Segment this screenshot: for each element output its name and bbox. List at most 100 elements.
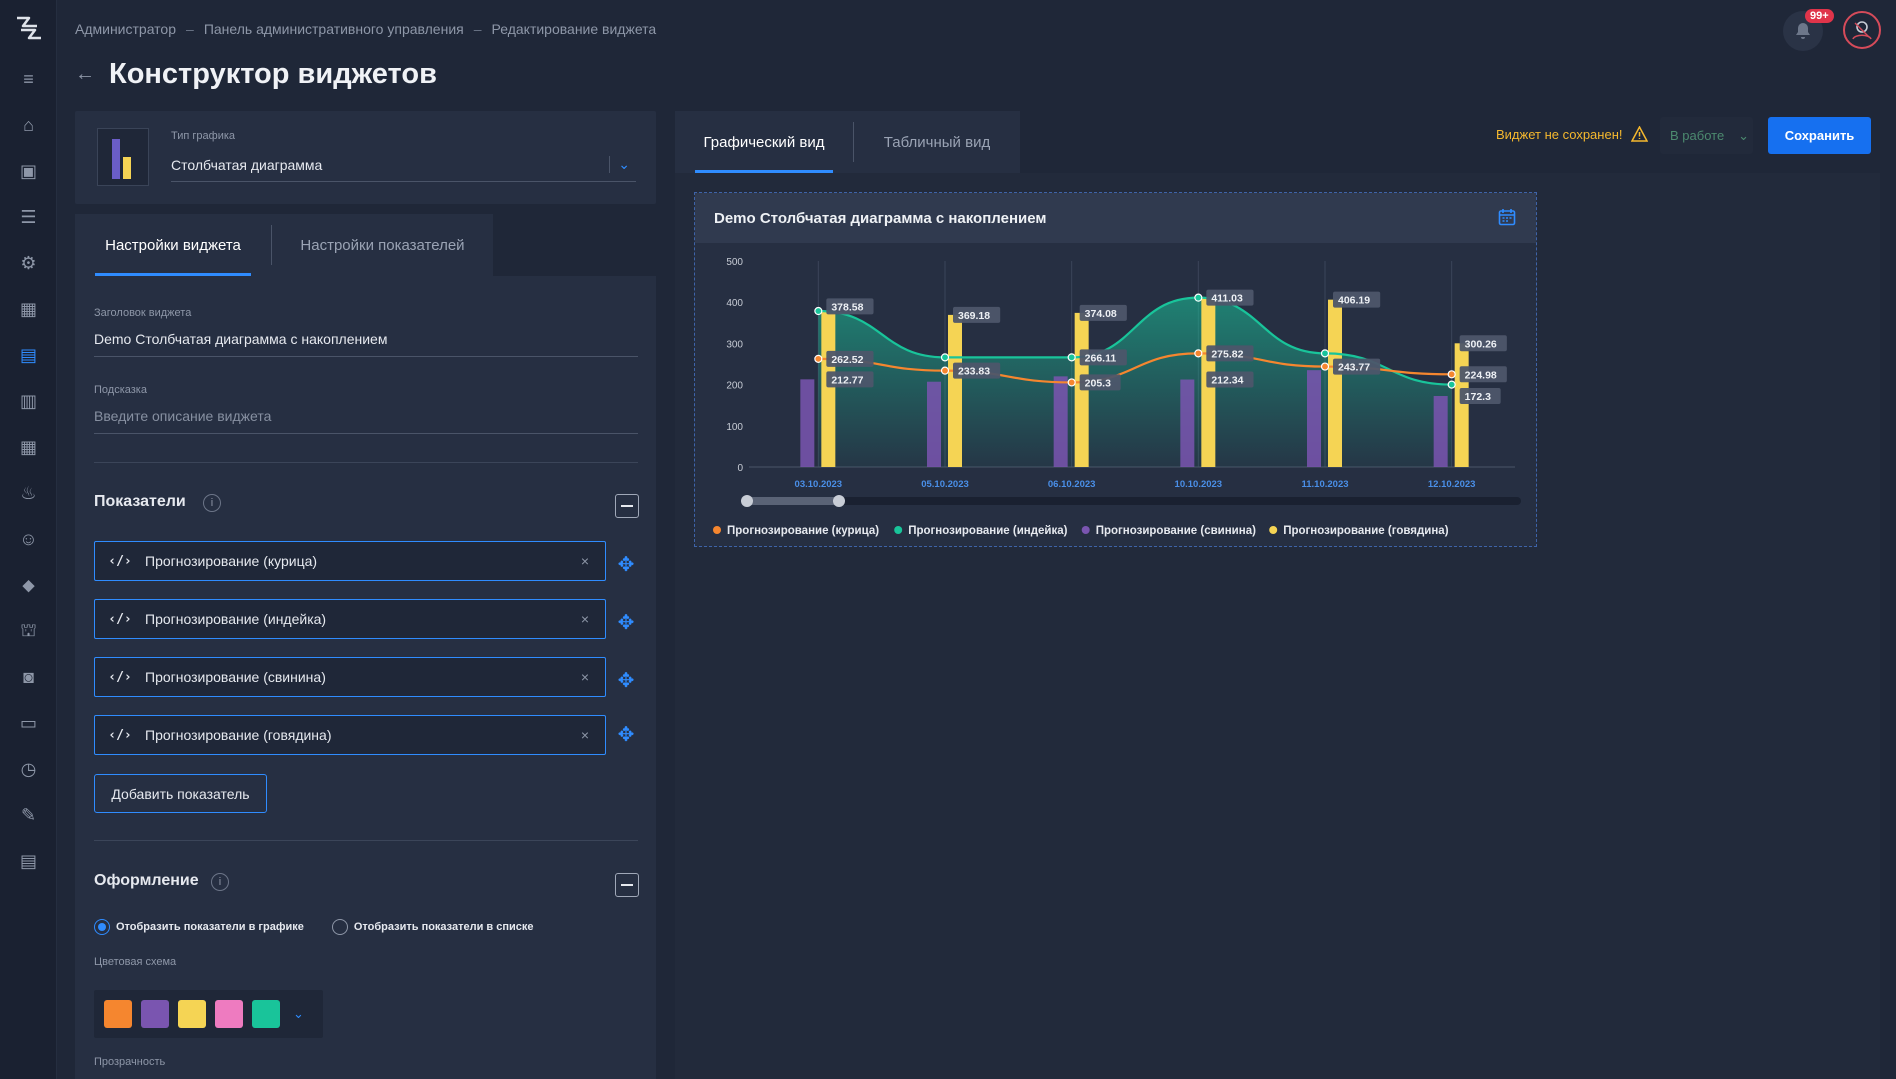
indicator-row[interactable]: ‹/› Прогнозирование (свинина) ×: [94, 657, 606, 697]
drag-handle-icon[interactable]: ✥: [617, 669, 635, 692]
settings-box-icon[interactable]: ⚙: [20, 253, 37, 273]
code-icon: ‹/›: [108, 611, 132, 627]
data-label-bg: [1459, 366, 1507, 383]
back-arrow-icon[interactable]: ←: [75, 63, 95, 85]
logo-icon[interactable]: [12, 14, 46, 44]
data-label-bg: [953, 306, 1001, 323]
gamepad-icon[interactable]: ◙: [23, 667, 34, 687]
ai-icon[interactable]: ▣: [19, 161, 37, 181]
breadcrumb-item[interactable]: Администратор: [75, 21, 177, 37]
remove-icon[interactable]: ×: [580, 553, 590, 569]
scrollbar-track: [743, 497, 1521, 505]
document-icon[interactable]: ▤: [19, 851, 37, 871]
tab-table-view[interactable]: Табличный вид: [883, 133, 991, 151]
bar-govyadina: [821, 311, 836, 467]
edit-icon[interactable]: ✎: [20, 805, 37, 825]
divider: [94, 840, 638, 841]
data-label: 374.08: [1085, 308, 1117, 320]
tab-graphic-view[interactable]: Графический вид: [675, 111, 853, 173]
home-icon[interactable]: ⌂: [23, 115, 34, 135]
data-point: [1320, 349, 1330, 358]
info-icon[interactable]: i: [211, 873, 229, 891]
breadcrumb-item[interactable]: Панель административного управления: [203, 21, 464, 37]
tag-icon[interactable]: ⬥: [22, 575, 35, 595]
avatar[interactable]: [1843, 11, 1881, 49]
x-tick-label: 03.10.2023: [795, 479, 843, 490]
widget-settings-panel: Заголовок виджета Demo Столбчатая диагра…: [75, 276, 656, 1079]
code-icon: ‹/›: [108, 553, 132, 569]
data-label-bg: [826, 298, 874, 315]
chevron-down-icon[interactable]: ⌄: [293, 1006, 304, 1021]
wallet-icon[interactable]: ▭: [19, 713, 37, 733]
bar-svinina: [1180, 379, 1195, 467]
legend-marker: [1269, 526, 1278, 534]
legend-label: Прогнозирование (курица): [727, 525, 879, 537]
data-point: [1067, 378, 1076, 387]
legend-marker: [713, 526, 721, 534]
grid-icon[interactable]: ▦: [19, 299, 37, 319]
radio-graph[interactable]: Отобразить показатели в графике: [94, 919, 304, 935]
status-value: В работе: [1670, 128, 1725, 143]
indicator-row[interactable]: ‹/› Прогнозирование (индейка) ×: [94, 599, 606, 639]
area-series-indeyka: [818, 297, 1452, 467]
hierarchy-icon[interactable]: ⛫: [20, 619, 37, 640]
bar-svinina: [1433, 396, 1448, 467]
collapse-appearance-button[interactable]: [615, 873, 639, 897]
scrollbar-thumb: [743, 497, 843, 505]
widget-preview[interactable]: Demo Столбчатая диаграмма с накоплением …: [694, 192, 1537, 547]
status-select[interactable]: В работе ⌄: [1660, 117, 1753, 154]
view-tabs: Графический вид Табличный вид: [675, 111, 1020, 173]
calendar-icon[interactable]: [1498, 208, 1516, 226]
database-icon[interactable]: ☰: [20, 207, 37, 227]
chart-title: Demo Столбчатая диаграмма с накоплением: [714, 209, 1047, 227]
clock-icon[interactable]: ◷: [20, 759, 37, 779]
widget-title-input[interactable]: Demo Столбчатая диаграмма с накоплением: [94, 331, 638, 357]
divider: [94, 462, 638, 463]
tab-indicator-settings[interactable]: Настройки показателей: [300, 236, 465, 254]
data-label-bg: [1079, 304, 1127, 321]
drag-handle-icon[interactable]: ✥: [617, 553, 635, 576]
indicator-row[interactable]: ‹/› Прогнозирование (говядина) ×: [94, 715, 606, 755]
legend-label: Прогнозирование (говядина): [1283, 525, 1449, 537]
hint-input[interactable]: Введите описание виджета: [94, 408, 638, 434]
alert-icon[interactable]: ♨: [20, 483, 37, 503]
drag-handle-icon[interactable]: ✥: [617, 611, 635, 634]
dashboard-icon[interactable]: ▦: [19, 437, 37, 457]
save-button[interactable]: Сохранить: [1768, 117, 1871, 154]
radio-checked-icon[interactable]: [94, 919, 110, 935]
y-tick-label: 400: [726, 298, 743, 309]
collapse-indicators-button[interactable]: [615, 494, 639, 518]
bar-govyadina: [1328, 299, 1342, 467]
menu-icon[interactable]: ≡: [23, 69, 34, 89]
data-label: 212.34: [1211, 375, 1243, 387]
remove-icon[interactable]: ×: [580, 669, 590, 685]
data-label-bg: [1206, 371, 1254, 388]
tab-widget-settings[interactable]: Настройки виджета: [75, 214, 271, 276]
legend-label: Прогнозирование (индейка): [908, 525, 1067, 537]
data-label-bg: [826, 371, 874, 388]
data-point: [1447, 370, 1456, 379]
remove-icon[interactable]: ×: [580, 727, 590, 743]
remove-icon[interactable]: ×: [580, 611, 590, 627]
data-label-bg: [953, 362, 1001, 379]
data-point: [814, 306, 823, 316]
radio-list[interactable]: Отобразить показатели в списке: [331, 919, 534, 935]
drag-handle-icon[interactable]: ✥: [617, 723, 635, 746]
add-indicator-button[interactable]: Добавить показатель: [94, 774, 267, 813]
bar-svinina: [927, 381, 941, 467]
info-icon[interactable]: i: [203, 494, 221, 512]
data-label: 300.26: [1465, 338, 1497, 350]
table-icon[interactable]: ▥: [19, 391, 37, 411]
color-swatch: [141, 1000, 169, 1028]
users-icon[interactable]: ☺: [19, 529, 38, 549]
notification-badge: 99+: [1805, 9, 1834, 23]
radio-unchecked-icon[interactable]: [331, 919, 348, 935]
color-scheme-select[interactable]: ⌄: [94, 990, 323, 1038]
bar-govyadina: [1454, 343, 1469, 467]
chart-list-icon[interactable]: ▤: [19, 345, 37, 365]
chart-type-select[interactable]: Столбчатая диаграмма: [171, 157, 636, 182]
chevron-down-icon[interactable]: ⌄: [609, 156, 630, 173]
bar-govyadina: [948, 314, 962, 467]
indicator-row[interactable]: ‹/› Прогнозирование (курица) ×: [94, 541, 606, 581]
page-header: ← Конструктор виджетов: [75, 58, 437, 91]
